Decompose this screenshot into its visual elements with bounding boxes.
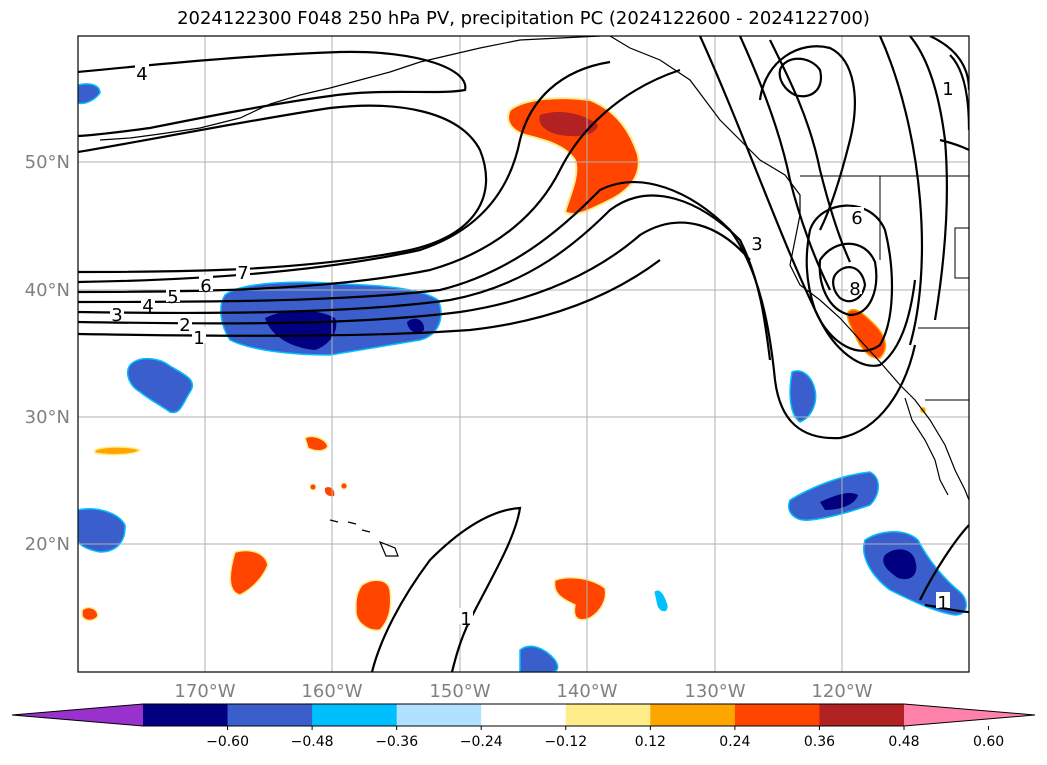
- colorbar-segment: [650, 704, 736, 726]
- colorbar-segment: [312, 704, 398, 726]
- contour-label-bg: [850, 207, 864, 223]
- lon-label: 150°W: [429, 681, 490, 702]
- colorbar-tick-label: 0.60: [973, 734, 1004, 750]
- contour-label: 3: [751, 234, 762, 255]
- colorbar-segment: [396, 704, 482, 726]
- colorbar-segment: [227, 704, 313, 726]
- contour-label-bg: [110, 304, 124, 320]
- coastlines: [99, 36, 969, 557]
- contour-label: 8: [849, 279, 860, 300]
- contour-label-bg: [141, 295, 155, 311]
- contour-label: 1: [193, 328, 204, 349]
- colorbar-tick-label: 0.36: [804, 734, 835, 750]
- map-area: [78, 36, 969, 672]
- lon-label: 170°W: [174, 681, 235, 702]
- contour-label: 2: [179, 315, 190, 336]
- map-frame: [77, 35, 970, 673]
- colorbar-tick-label: 0.24: [719, 734, 750, 750]
- contour-label-bg: [941, 78, 955, 94]
- longitude-labels: 170°W 160°W 150°W 140°W 130°W 120°W: [174, 681, 872, 702]
- contour-label: 7: [237, 263, 248, 284]
- colorbar-extend-min: [12, 704, 143, 726]
- colorbar: −0.60 −0.48 −0.36 −0.24 −0.12 0.12 0.24 0.36 0.4…: [11, 703, 1036, 750]
- gridlines: [78, 36, 969, 672]
- latitude-labels: 50°N 40°N 30°N 20°N: [25, 152, 70, 555]
- colorbar-segment: [819, 704, 905, 726]
- colorbar-segment: [143, 704, 229, 726]
- contour-label-bg: [750, 233, 764, 249]
- colorbar-segment: [734, 704, 820, 726]
- contour-label-bg: [236, 262, 250, 278]
- colorbar-tick-label: −0.36: [375, 734, 418, 750]
- contour-label: 1: [460, 609, 471, 630]
- colorbar-tick-label: −0.60: [206, 734, 249, 750]
- contour-label: 6: [200, 276, 211, 297]
- pv-contours: [78, 36, 969, 672]
- contour-label-bg: [459, 608, 473, 624]
- contour-label-bg: [166, 286, 180, 302]
- colorbar-tick-label: 0.48: [888, 734, 919, 750]
- map-title: 2024122300 F048 250 hPa PV, precipitatio…: [177, 8, 870, 29]
- contour-label-bg: [178, 314, 192, 330]
- colorbar-tick-label: −0.48: [291, 734, 334, 750]
- contour-label-bg: [135, 63, 149, 79]
- contour-label: 4: [136, 64, 147, 85]
- colorbar-outline: [11, 703, 1036, 727]
- lat-label: 40°N: [25, 280, 70, 301]
- contour-label-bg: [848, 278, 862, 294]
- lat-label: 30°N: [25, 407, 70, 428]
- contour-label-bg: [936, 592, 950, 608]
- contour-label: 1: [942, 79, 953, 100]
- colorbar-segment: [481, 704, 567, 726]
- colorbar-extend-max: [904, 704, 1035, 726]
- lat-label: 50°N: [25, 152, 70, 173]
- colorbar-tick-label: 0.12: [635, 734, 666, 750]
- borders: [800, 175, 969, 401]
- contour-label: 5: [167, 287, 178, 308]
- precip-positive-areas: [81, 97, 927, 631]
- contour-label: 1: [937, 593, 948, 614]
- lon-label: 160°W: [301, 681, 362, 702]
- colorbar-tick-label: −0.12: [544, 734, 587, 750]
- lon-label: 140°W: [556, 681, 617, 702]
- contour-label: 4: [142, 296, 153, 317]
- contour-label: 3: [111, 305, 122, 326]
- colorbar-segment: [565, 704, 651, 726]
- contour-label-bg: [199, 275, 213, 291]
- colorbar-tick-label: −0.24: [460, 734, 503, 750]
- lat-label: 20°N: [25, 534, 70, 555]
- contour-label-bg: [192, 327, 206, 343]
- lon-label: 120°W: [811, 681, 872, 702]
- contour-label: 6: [851, 208, 862, 229]
- lon-label: 130°W: [684, 681, 745, 702]
